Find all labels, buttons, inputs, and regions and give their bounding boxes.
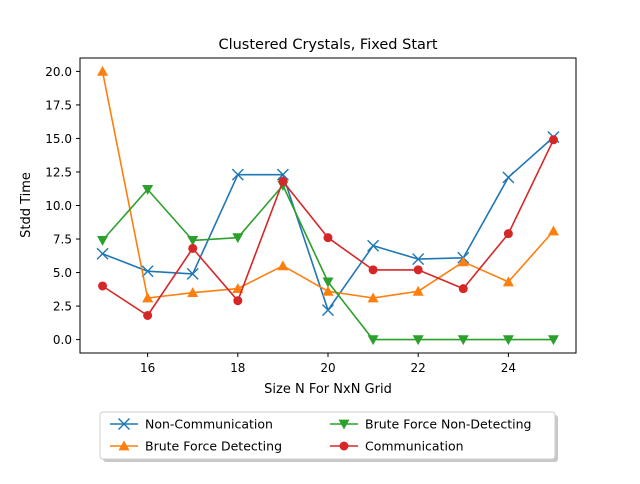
data-point-s2-6	[367, 335, 379, 346]
data-point-s2-8	[457, 335, 469, 346]
data-point-s0-5-stroke-b	[322, 304, 334, 317]
y-axis-label: Stdd Time	[19, 172, 34, 238]
y-tick-label-4: 10.0	[45, 199, 72, 213]
x-tick-label-2: 20	[320, 361, 335, 375]
legend-box	[99, 411, 556, 460]
legend-entry-0: Non-Communication	[110, 417, 273, 432]
data-point-s0-2	[186, 267, 199, 280]
x-axis-label: Size N For NxN Grid	[264, 382, 392, 397]
series-layer	[96, 65, 560, 346]
data-point-s3-2	[188, 243, 198, 253]
data-point-s0-7-stroke-b	[412, 253, 425, 266]
x-tick-label-0: 16	[140, 361, 155, 375]
y-tick-label-8: 20.0	[45, 65, 72, 79]
data-point-s3-5	[323, 233, 333, 243]
data-point-s0-1-stroke-b	[141, 265, 154, 278]
data-point-s3-8	[458, 284, 468, 294]
data-point-s2-7	[412, 335, 424, 346]
plot-area: 16 18 20 22 24 0.0 2.5 5.0 7.5 10.0 12.5 15.0 17.5 2…	[45, 57, 577, 375]
y-tick-label-7: 17.5	[45, 98, 72, 112]
y-axis-ticks: 0.0 2.5 5.0 7.5 10.0 12.5 15.0 17.5 20.0	[45, 65, 80, 347]
data-point-s2-3	[232, 233, 244, 244]
legend-items: Non-Communication Brute Force Detecting Br…	[110, 417, 531, 454]
data-point-s0-4	[276, 168, 289, 181]
x-tick-label-4: 24	[501, 361, 516, 375]
data-point-s2-9	[502, 335, 514, 346]
data-point-s3-7	[413, 265, 423, 275]
data-point-s1-10	[547, 225, 559, 236]
data-point-s2-5	[322, 277, 334, 288]
data-point-s0-1	[141, 265, 154, 278]
data-point-s0-0-stroke-b	[96, 247, 109, 260]
x-axis-ticks: 16 18 20 22 24	[140, 353, 516, 375]
y-tick-label-5: 12.5	[45, 165, 72, 179]
legend-label-0: Non-Communication	[145, 417, 273, 432]
data-point-s0-6	[367, 239, 380, 252]
data-point-s1-9	[502, 276, 514, 287]
legend-label-3: Communication	[365, 439, 464, 454]
data-point-s1-2	[187, 287, 199, 298]
legend-marker-1	[118, 440, 130, 451]
data-point-s0-4-stroke-b	[276, 168, 289, 181]
data-point-s2-2	[187, 235, 199, 246]
data-point-s1-0	[97, 65, 109, 76]
data-point-s3-9	[503, 229, 513, 239]
data-point-s2-0	[97, 235, 109, 246]
data-point-s1-7	[412, 285, 424, 296]
legend-label-2: Brute Force Non-Detecting	[365, 417, 531, 432]
data-point-s3-10	[548, 135, 558, 145]
x-tick-label-3: 22	[411, 361, 426, 375]
data-point-s1-5	[322, 285, 334, 296]
y-tick-label-2: 5.0	[53, 266, 72, 280]
data-point-s1-3	[232, 283, 244, 294]
series-1	[97, 65, 559, 303]
legend-marker-0-stroke-b	[118, 418, 130, 430]
data-point-s0-6-stroke-b	[367, 239, 380, 252]
y-tick-label-3: 7.5	[53, 233, 72, 247]
legend-entry-2: Brute Force Non-Detecting	[330, 417, 531, 432]
chart-title: Clustered Crystals, Fixed Start	[218, 37, 437, 53]
legend-entry-3: Communication	[330, 439, 464, 454]
data-point-s0-2-stroke-b	[186, 267, 199, 280]
x-tick-label-1: 18	[230, 361, 245, 375]
data-point-s3-6	[368, 265, 378, 275]
data-point-s3-3	[233, 296, 243, 306]
data-point-s3-0	[98, 281, 108, 291]
data-point-s2-1	[142, 185, 154, 195]
data-point-s1-6	[367, 292, 379, 303]
legend-marker-3	[339, 441, 349, 451]
y-tick-label-6: 15.0	[45, 132, 72, 146]
legend-marker-0	[118, 418, 130, 430]
data-point-s0-0	[96, 247, 109, 260]
data-point-s2-10	[547, 335, 559, 346]
data-point-s0-5	[322, 304, 334, 317]
data-point-s3-1	[143, 310, 153, 320]
legend-marker-2	[338, 419, 350, 430]
data-point-s0-3	[231, 168, 244, 181]
data-point-s0-9-stroke-b	[502, 171, 515, 184]
y-tick-label-0: 0.0	[53, 333, 72, 347]
data-point-s1-8	[457, 256, 469, 267]
data-point-s0-3-stroke-b	[231, 168, 244, 181]
data-point-s1-1	[142, 292, 154, 303]
legend-entry-1: Brute Force Detecting	[110, 439, 282, 454]
legend: Non-Communication Brute Force Detecting Br…	[99, 411, 558, 462]
y-tick-label-1: 2.5	[53, 300, 72, 314]
series-0	[96, 131, 560, 317]
legend-label-1: Brute Force Detecting	[145, 439, 282, 454]
data-point-s3-4	[278, 176, 288, 186]
series-3	[98, 135, 558, 320]
data-point-s0-7	[412, 253, 425, 266]
data-point-s0-9	[502, 171, 515, 184]
data-point-s1-4	[277, 260, 289, 271]
